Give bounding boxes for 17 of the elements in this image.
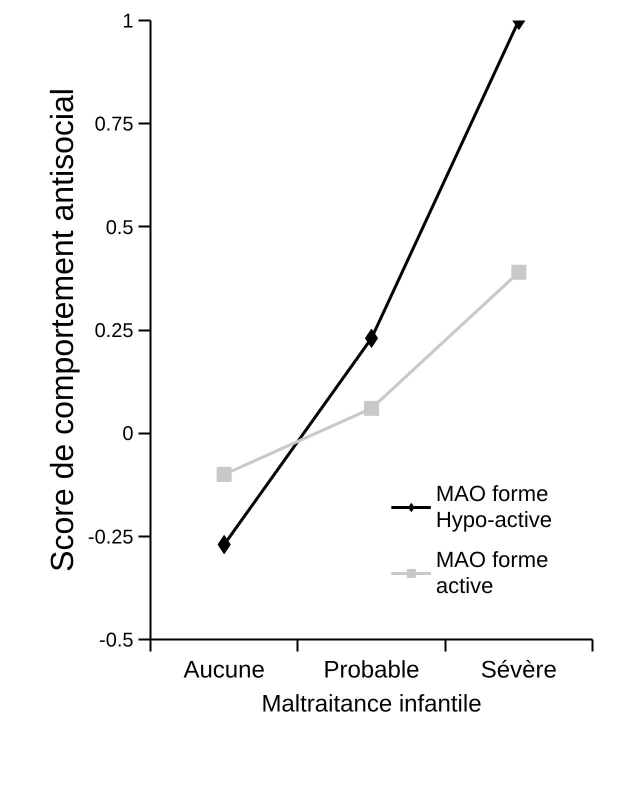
point (364, 400, 379, 416)
y-tick-label: 0.75 (94, 114, 134, 136)
y-tick-label: 1 (122, 10, 134, 32)
y-tick-label: 0.5 (106, 216, 134, 239)
y-axis-title: Score de comportement antisocial (44, 88, 80, 572)
point (216, 466, 232, 482)
x-tick-label: Aucune (183, 656, 265, 684)
x-tick-label: Probable (323, 656, 420, 684)
point (511, 264, 526, 280)
x-axis-title: Maltraitance infantile (261, 690, 482, 718)
legend-label: MAO forme active (436, 547, 548, 599)
y-tick-label: -0.5 (99, 630, 134, 652)
y-tick-label: -0.25 (88, 526, 134, 548)
y-tick-label: 0.25 (94, 320, 134, 342)
legend-label: MAO forme Hypo-active (436, 481, 552, 533)
y-tick-label: 0 (122, 423, 134, 446)
x-tick-label: Sévère (480, 656, 557, 684)
